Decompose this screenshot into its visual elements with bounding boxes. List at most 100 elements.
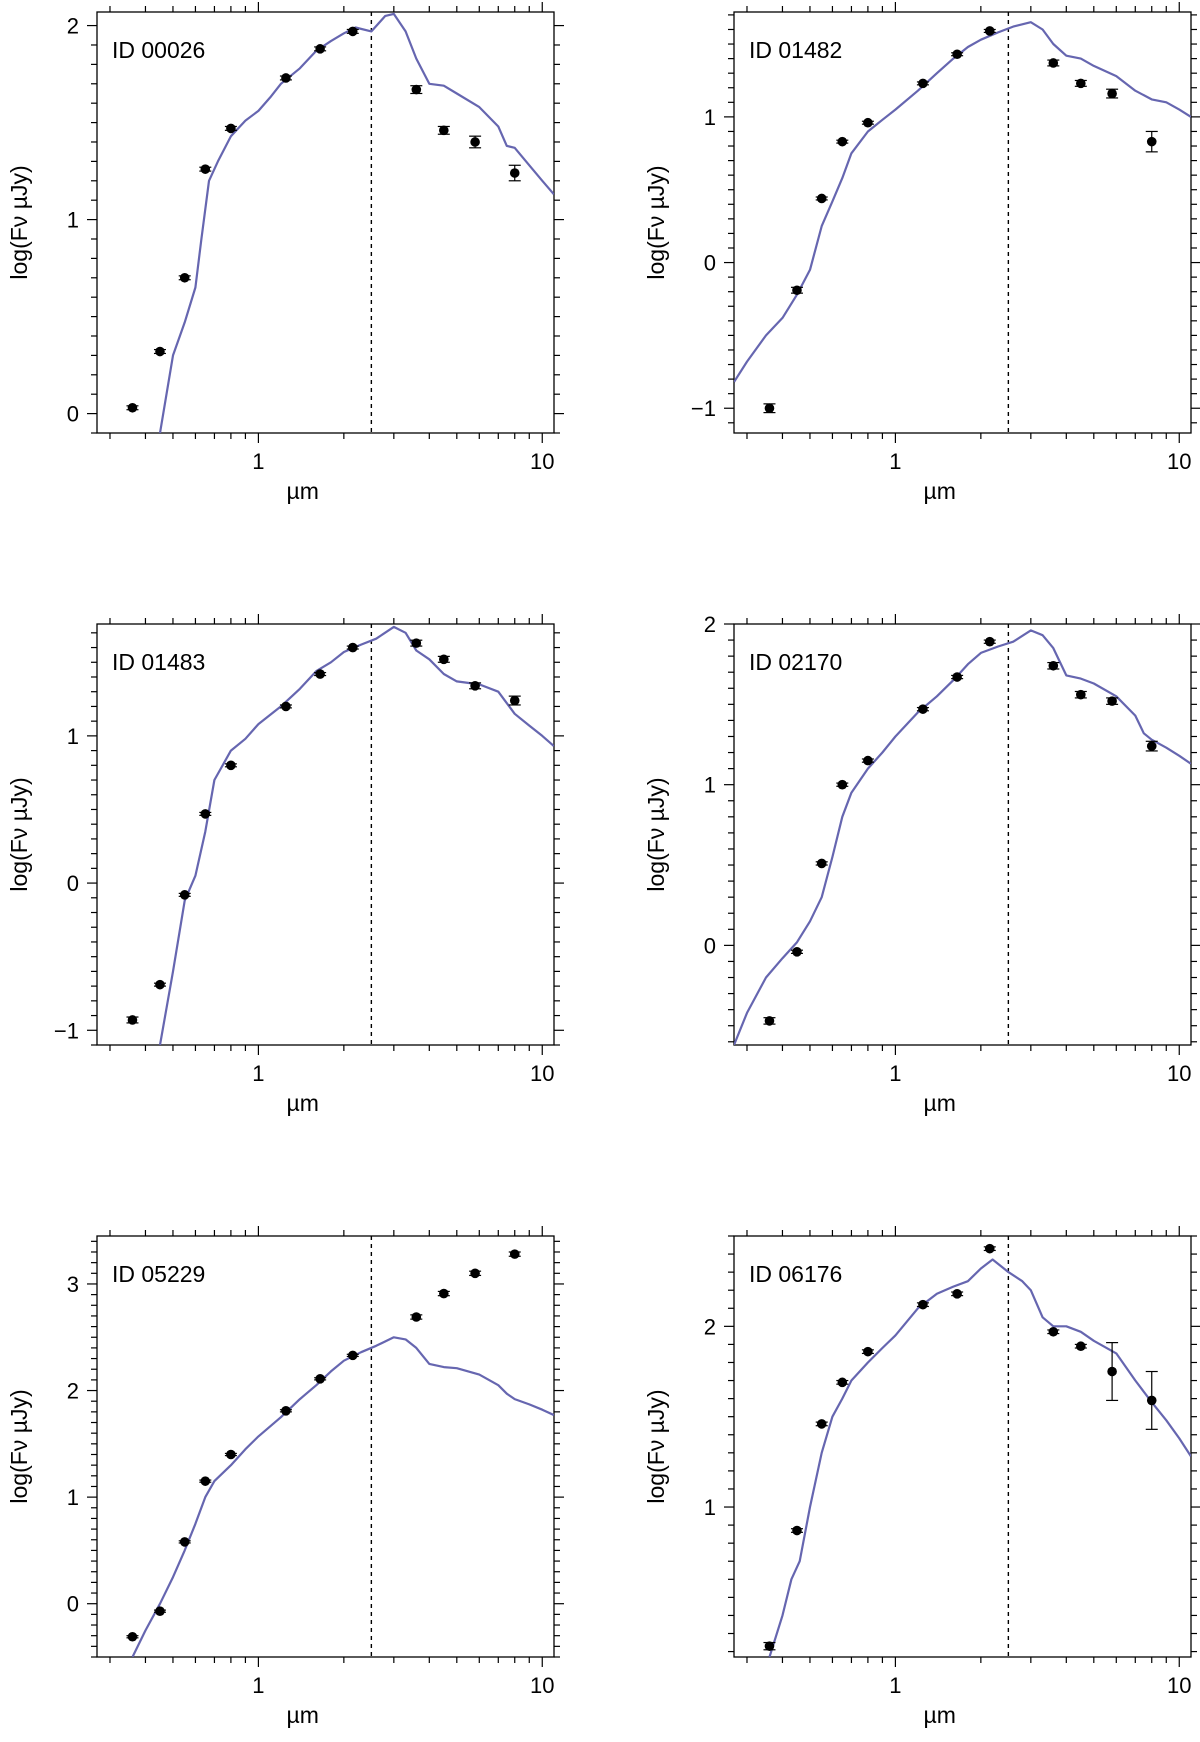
data-point bbox=[984, 636, 995, 647]
sed-panel-3: 1 10 0 1 2 µm log(Fν µJy) ID 02170 bbox=[643, 612, 1200, 1116]
model-sed-curve bbox=[131, 1336, 554, 1657]
x-tick-label: 1 bbox=[889, 1673, 901, 1698]
plot-frame bbox=[96, 1235, 555, 1658]
data-point bbox=[315, 44, 325, 54]
x-tick-label: 1 bbox=[252, 449, 264, 474]
panel-id-label: ID 06176 bbox=[749, 1261, 842, 1287]
y-tick-label: −1 bbox=[54, 1018, 79, 1043]
data-point bbox=[1107, 1366, 1117, 1377]
model-sed-curve bbox=[158, 12, 554, 433]
x-axis-label: µm bbox=[286, 1090, 318, 1116]
y-tick-label: 0 bbox=[704, 251, 716, 276]
data-point bbox=[984, 26, 995, 36]
x-tick-label: 1 bbox=[252, 1061, 264, 1086]
x-axis-label: µm bbox=[286, 1702, 318, 1728]
y-tick-label: 1 bbox=[704, 105, 716, 130]
data-point bbox=[1146, 136, 1157, 147]
sed-panel-5: 1 10 1 2 µm log(Fν µJy) ID 06176 bbox=[643, 1226, 1200, 1728]
y-tick-label: 0 bbox=[67, 871, 79, 896]
plot-frame bbox=[733, 1235, 1192, 1658]
y-tick-label: 2 bbox=[67, 1379, 79, 1404]
sed-panel-1: 1 10 −1 0 1 µm log(Fν µJy) ID 01482 bbox=[643, 2, 1200, 504]
plot-frame bbox=[733, 623, 1192, 1046]
sed-panel-2: 1 10 −1 0 1 µm log(Fν µJy) ID 01483 bbox=[6, 614, 564, 1116]
data-point bbox=[764, 403, 775, 414]
data-point bbox=[347, 1350, 358, 1361]
data-point bbox=[918, 78, 928, 89]
data-point bbox=[1048, 58, 1059, 68]
data-point bbox=[816, 1419, 827, 1429]
data-point bbox=[470, 681, 480, 691]
data-point bbox=[179, 1537, 190, 1547]
data-point bbox=[411, 1312, 422, 1322]
x-tick-label: 10 bbox=[530, 1061, 554, 1086]
sed-panel-4: 1 10 0 1 2 3 µm log(Fν µJy) ID 05229 bbox=[6, 1226, 564, 1728]
x-tick-label: 10 bbox=[1167, 1673, 1191, 1698]
data-point bbox=[281, 701, 291, 712]
y-tick-label: 2 bbox=[67, 14, 79, 39]
data-point bbox=[200, 1476, 211, 1486]
y-tick-label: −1 bbox=[691, 396, 716, 421]
y-tick-label: 1 bbox=[67, 208, 79, 233]
panel-id-label: ID 00026 bbox=[112, 37, 205, 63]
data-point bbox=[952, 1289, 962, 1299]
data-point bbox=[127, 1015, 138, 1025]
data-point bbox=[347, 26, 358, 37]
data-point bbox=[792, 1525, 802, 1536]
x-axis-label: µm bbox=[286, 478, 318, 504]
data-point bbox=[315, 669, 325, 679]
data-point bbox=[439, 654, 449, 665]
data-point bbox=[837, 1377, 848, 1388]
y-tick-label: 0 bbox=[704, 933, 716, 958]
x-tick-label: 10 bbox=[1167, 1061, 1191, 1086]
data-point bbox=[837, 136, 848, 147]
model-sed-curve bbox=[734, 629, 1191, 1045]
data-point bbox=[439, 1288, 449, 1299]
data-point bbox=[315, 1374, 325, 1384]
data-point bbox=[411, 638, 422, 648]
y-axis-label: log(Fν µJy) bbox=[6, 777, 32, 891]
panel-id-label: ID 05229 bbox=[112, 1261, 205, 1287]
data-point bbox=[816, 858, 827, 869]
data-point bbox=[952, 672, 962, 682]
data-point bbox=[226, 123, 236, 134]
data-point bbox=[837, 779, 848, 790]
data-point bbox=[1076, 1341, 1086, 1352]
data-point bbox=[792, 947, 802, 957]
data-point bbox=[509, 1249, 520, 1259]
data-point bbox=[792, 285, 802, 296]
data-point bbox=[179, 890, 190, 900]
data-point bbox=[281, 1405, 291, 1416]
x-tick-label: 1 bbox=[889, 449, 901, 474]
y-tick-label: 1 bbox=[67, 1485, 79, 1510]
data-point bbox=[509, 168, 520, 178]
data-point bbox=[764, 1641, 775, 1651]
y-tick-label: 2 bbox=[704, 1314, 716, 1339]
data-point bbox=[155, 346, 165, 357]
data-point bbox=[347, 642, 358, 653]
data-point bbox=[470, 1268, 480, 1279]
x-tick-label: 10 bbox=[530, 1673, 554, 1698]
data-point bbox=[226, 760, 236, 771]
x-axis-label: µm bbox=[923, 478, 955, 504]
y-tick-label: 3 bbox=[67, 1272, 79, 1297]
plot-frame bbox=[96, 623, 555, 1046]
data-point bbox=[509, 695, 520, 706]
y-tick-label: 1 bbox=[67, 724, 79, 749]
panel-id-label: ID 01482 bbox=[749, 37, 842, 63]
sed-panel-0: 1 10 0 1 2 µm log(Fν µJy) ID 00026 bbox=[6, 2, 564, 504]
y-tick-label: 1 bbox=[704, 1495, 716, 1520]
data-point bbox=[200, 164, 211, 174]
y-tick-label: 1 bbox=[704, 773, 716, 798]
data-point bbox=[1076, 689, 1086, 700]
data-point bbox=[984, 1243, 995, 1254]
x-axis-label: µm bbox=[923, 1702, 955, 1728]
data-point bbox=[918, 704, 928, 714]
data-point bbox=[200, 809, 211, 819]
x-axis-label: µm bbox=[923, 1090, 955, 1116]
model-sed-curve bbox=[734, 21, 1191, 383]
data-point bbox=[1107, 696, 1117, 706]
model-sed-curve bbox=[158, 625, 554, 1045]
x-tick-label: 10 bbox=[1167, 449, 1191, 474]
